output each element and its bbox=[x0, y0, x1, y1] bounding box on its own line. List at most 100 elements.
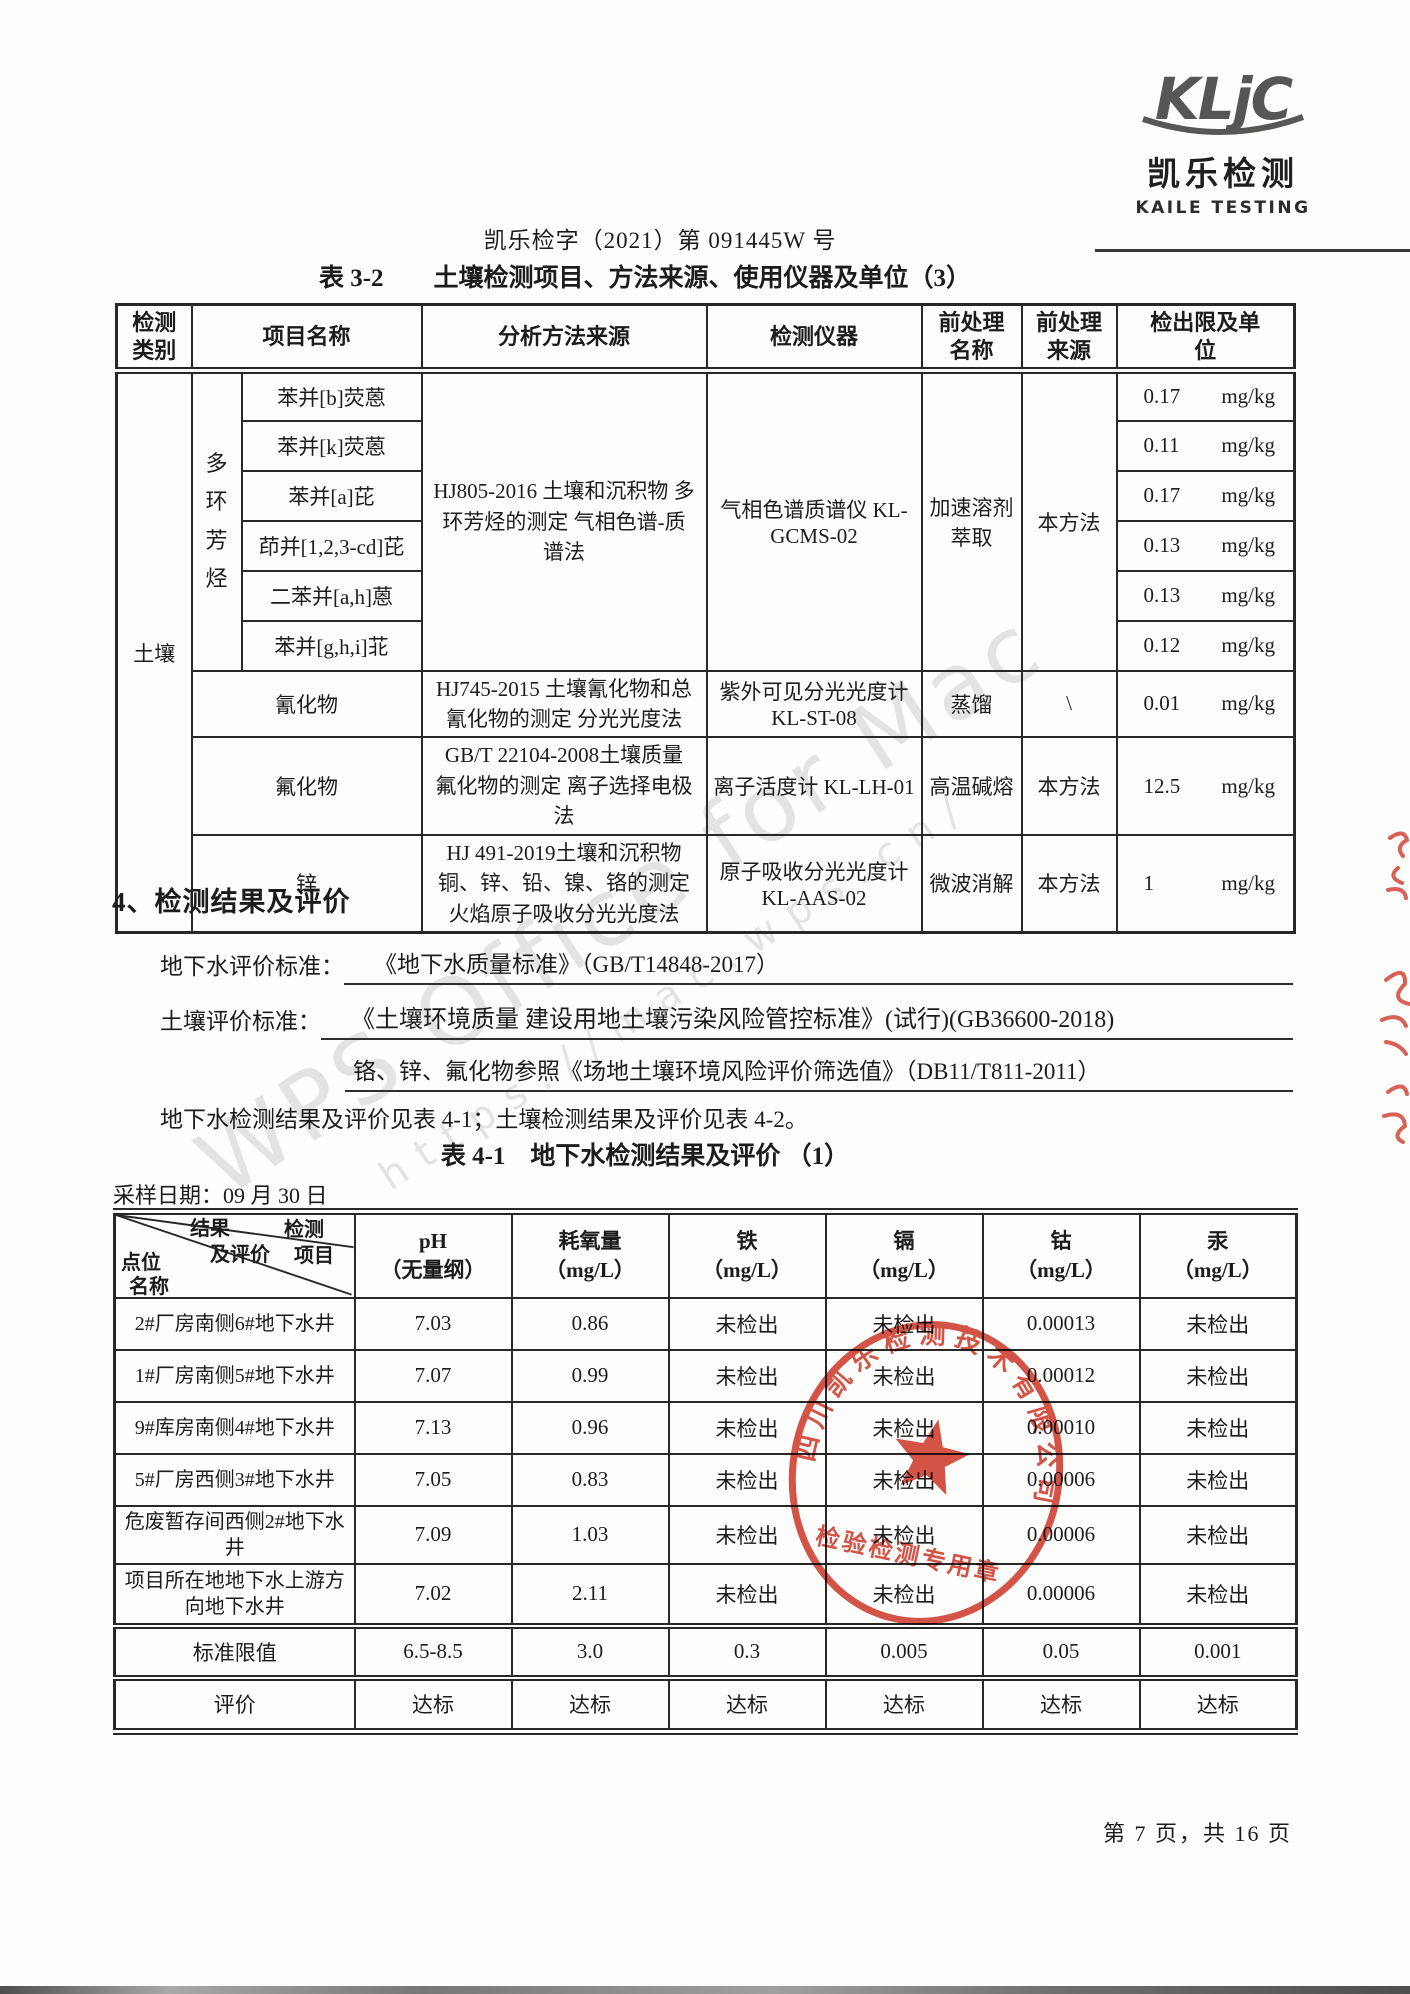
logo-name-cn: 凯乐检测 bbox=[1147, 157, 1299, 193]
column-header-cobalt: 钴 （mg/L） bbox=[981, 1208, 1141, 1299]
svg-text:四川凯乐检测技术有限公司: 四川凯乐检测技术有限公司 bbox=[791, 1313, 1071, 1514]
pretreat-name-cell: 加速溶剂萃取 bbox=[920, 369, 1023, 672]
header-pretreat-source: 前处理 来源 bbox=[1020, 303, 1118, 374]
header-category: 检测 类别 bbox=[115, 303, 193, 374]
column-header-iron: 铁 （mg/L） bbox=[667, 1208, 827, 1299]
seal-company-text: 四川凯乐检测技术有限公司 bbox=[791, 1313, 1071, 1514]
method-cell: HJ745-2015 土壤氰化物和总氰化物的测定 分光光度法 bbox=[420, 669, 708, 739]
value-cell: 未检出 bbox=[667, 1400, 827, 1455]
value-cell: 未检出 bbox=[824, 1504, 984, 1565]
item-cell: 苯并[k]荧蒽 bbox=[240, 419, 423, 472]
limit-row-label: 标准限值 bbox=[113, 1622, 356, 1679]
method-cell: HJ805-2016 土壤和沉积物 多环芳烃的测定 气相色谱-质谱法 bbox=[420, 369, 708, 672]
value-cell: 未检出 bbox=[824, 1400, 984, 1455]
pretreat-source-cell: \ bbox=[1020, 669, 1118, 739]
table41-title: 表 4-1 地下水检测结果及评价 （1） bbox=[440, 1143, 850, 1170]
limit-unit: mg/kg bbox=[1221, 583, 1276, 607]
method-cell: HJ 491-2019土壤和沉积物 铜、锌、铅、镍、铬的测定 火焰原子吸收分光光… bbox=[420, 833, 708, 934]
header-rule bbox=[1095, 249, 1410, 252]
table-row: 9#库房南侧4#地下水井 7.13 0.96 未检出 未检出 0.00010 未… bbox=[113, 1400, 1298, 1455]
logo-swoosh-icon bbox=[1128, 114, 1318, 145]
pah-group-cell: 多环芳烃 bbox=[190, 369, 243, 672]
doc-number: 凯乐检字（2021）第 091445W 号 bbox=[483, 228, 837, 253]
value-cell: 未检出 bbox=[667, 1452, 827, 1507]
table-row: 锌 HJ 491-2019土壤和沉积物 铜、锌、铅、镍、铬的测定 火焰原子吸收分… bbox=[117, 833, 1296, 934]
column-header-ph: pH （无量纲） bbox=[353, 1208, 513, 1299]
value-cell: 2.11 bbox=[510, 1562, 670, 1627]
column-header-mercury: 汞 （mg/L） bbox=[1138, 1208, 1298, 1299]
value-cell: 0.86 bbox=[510, 1296, 670, 1351]
item-cell: 氰化物 bbox=[190, 669, 423, 739]
limit-unit: mg/kg bbox=[1221, 533, 1276, 557]
table-soil-methods: 检测 类别 项目名称 分析方法来源 检测仪器 前处理 名称 前处理 来源 检出限… bbox=[115, 303, 1297, 934]
item-cell: 苯并[g,h,i]苝 bbox=[240, 619, 423, 672]
instrument-cell: 紫外可见分光光度计 KL-ST-08 bbox=[705, 669, 923, 739]
table32-title: 表 3-2 土壤检测项目、方法来源、使用仪器及单位（3） bbox=[318, 265, 972, 292]
header-pretreat-name: 前处理 名称 bbox=[920, 303, 1023, 374]
pretreat-name-cell: 蒸馏 bbox=[920, 669, 1023, 739]
scan-edge-artifact bbox=[0, 1986, 1410, 1994]
limit-unit: mg/kg bbox=[1221, 691, 1276, 716]
limit-cell: 0.12 mg/kg bbox=[1115, 619, 1296, 672]
limit-cell: 0.13 mg/kg bbox=[1115, 519, 1296, 572]
limit-value: 0.01 bbox=[1143, 691, 1181, 716]
limit-value: 1 bbox=[1143, 870, 1155, 895]
pretreat-name-cell: 高温碱熔 bbox=[920, 736, 1023, 836]
limit-unit: mg/kg bbox=[1221, 433, 1276, 457]
site-cell: 2#厂房南侧6#地下水井 bbox=[113, 1296, 356, 1351]
groundwater-standard-value: 《地下水质量标准》（GB/T14848-2017） bbox=[344, 945, 1293, 985]
limit-cell: 12.5 mg/kg bbox=[1115, 736, 1296, 836]
method-cell: GB/T 22104-2008土壤质量 氟化物的测定 离子选择电极法 bbox=[420, 736, 708, 836]
value-cell: 0.99 bbox=[510, 1348, 670, 1403]
header-instrument: 检测仪器 bbox=[705, 303, 923, 374]
value-cell: 达标 bbox=[353, 1674, 513, 1735]
value-cell: 0.00006 bbox=[981, 1504, 1141, 1565]
corner-item-label2: 项目 bbox=[294, 1245, 334, 1267]
instrument-cell: 气相色谱质谱仪 KL-GCMS-02 bbox=[705, 369, 923, 672]
value-cell: 达标 bbox=[981, 1674, 1141, 1735]
corner-site-label: 点位 bbox=[121, 1252, 161, 1274]
table-row: 1#厂房南侧5#地下水井 7.07 0.99 未检出 未检出 0.00012 未… bbox=[113, 1348, 1298, 1403]
table-row: 氟化物 GB/T 22104-2008土壤质量 氟化物的测定 离子选择电极法 离… bbox=[117, 736, 1296, 836]
table-row: 二苯并[a,h]蒽 0.13 mg/kg bbox=[117, 569, 1296, 622]
limit-value: 0.11 bbox=[1143, 433, 1180, 457]
logo-brand-text: KLjC bbox=[1154, 65, 1293, 133]
value-cell: 未检出 bbox=[667, 1296, 827, 1351]
limit-cell: 0.11 mg/kg bbox=[1115, 419, 1296, 472]
value-cell: 未检出 bbox=[1138, 1452, 1298, 1507]
value-cell: 达标 bbox=[667, 1674, 827, 1735]
header-method-source: 分析方法来源 bbox=[420, 303, 708, 374]
table-row: 5#厂房西侧3#地下水井 7.05 0.83 未检出 未检出 0.00006 未… bbox=[113, 1452, 1298, 1507]
soil-standard-value2: 铬、锌、氟化物参照《场地土壤环境风险评价筛选值》（DB11/T811-2011） bbox=[345, 1052, 1293, 1092]
site-cell: 1#厂房南侧5#地下水井 bbox=[113, 1348, 356, 1403]
limit-unit: mg/kg bbox=[1221, 773, 1276, 798]
item-cell: 二苯并[a,h]蒽 bbox=[240, 569, 423, 622]
value-cell: 0.96 bbox=[510, 1400, 670, 1455]
item-cell: 氟化物 bbox=[190, 736, 423, 836]
column-header-cadmium: 镉 （mg/L） bbox=[824, 1208, 984, 1299]
pretreat-source-cell: 本方法 bbox=[1020, 833, 1118, 934]
limit-unit: mg/kg bbox=[1221, 633, 1276, 657]
table-groundwater-results: 结果 及评价 检测 项目 点位 名称 pH （无量纲） 耗氧量 （mg/L） 铁… bbox=[113, 1208, 1298, 1735]
section4-heading: 4、检测结果及评价 bbox=[112, 887, 351, 917]
diagonal-lines bbox=[123, 1218, 353, 1296]
limit-row: 标准限值 6.5-8.5 3.0 0.3 0.005 0.05 0.001 bbox=[113, 1622, 1298, 1679]
item-cell: 苯并[b]荧蒽 bbox=[240, 369, 423, 422]
limit-cell: 0.17 mg/kg bbox=[1115, 469, 1296, 522]
limit-value: 0.17 bbox=[1143, 483, 1181, 507]
corner-header-cell: 结果 及评价 检测 项目 点位 名称 bbox=[113, 1208, 356, 1299]
value-cell: 3.0 bbox=[510, 1622, 670, 1679]
site-cell: 危废暂存间西侧2#地下水井 bbox=[113, 1504, 356, 1565]
value-cell: 未检出 bbox=[1138, 1562, 1298, 1627]
site-cell: 9#库房南侧4#地下水井 bbox=[113, 1400, 356, 1455]
value-cell: 6.5-8.5 bbox=[353, 1622, 513, 1679]
table-row: 2#厂房南侧6#地下水井 7.03 0.86 未检出 未检出 0.00013 未… bbox=[113, 1296, 1298, 1351]
limit-unit: mg/kg bbox=[1221, 483, 1276, 507]
soil-standard-line: 土壤评价标准： 《土壤环境质量 建设用地土壤污染风险管控标准》(试行)(GB36… bbox=[160, 990, 1293, 1040]
table-row: 氰化物 HJ745-2015 土壤氰化物和总氰化物的测定 分光光度法 紫外可见分… bbox=[117, 669, 1296, 739]
seal-purpose-text: 检验检测专用章 bbox=[813, 1522, 1004, 1589]
soil-standard-label: 土壤评价标准： bbox=[160, 1009, 321, 1034]
header-detection-limit: 检出限及单 位 bbox=[1115, 303, 1296, 374]
value-cell: 0.05 bbox=[981, 1622, 1141, 1679]
